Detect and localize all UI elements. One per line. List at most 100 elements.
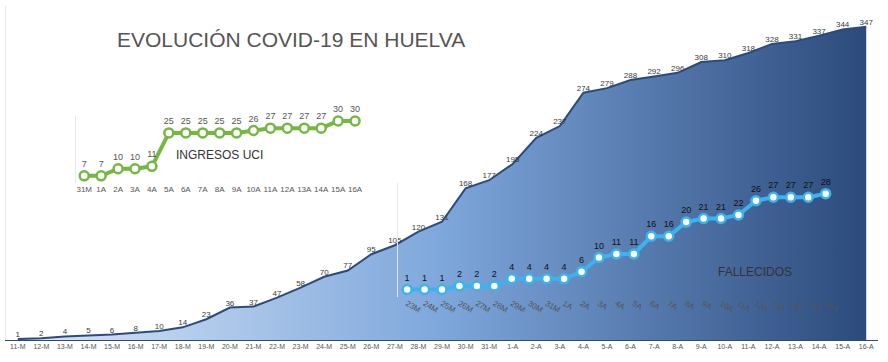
svg-text:30-M: 30-M (458, 343, 474, 350)
svg-text:25: 25 (164, 116, 174, 126)
svg-text:1-A: 1-A (507, 343, 518, 350)
svg-text:344: 344 (836, 20, 850, 29)
svg-text:29-M: 29-M (434, 343, 450, 350)
svg-text:77: 77 (343, 261, 352, 270)
svg-text:23-M: 23-M (293, 343, 309, 350)
svg-text:16A: 16A (348, 185, 363, 194)
svg-text:2-A: 2-A (531, 343, 542, 350)
svg-text:47: 47 (273, 289, 282, 298)
svg-text:27: 27 (786, 180, 796, 190)
svg-text:3A: 3A (596, 299, 610, 312)
svg-text:20-M: 20-M (222, 343, 238, 350)
svg-text:4: 4 (562, 262, 567, 272)
svg-text:8A: 8A (683, 299, 697, 312)
svg-text:28: 28 (821, 177, 831, 187)
svg-text:10A: 10A (246, 185, 261, 194)
svg-text:25M: 25M (439, 299, 457, 315)
svg-text:274: 274 (577, 84, 591, 93)
svg-text:11: 11 (612, 237, 621, 247)
svg-text:31M: 31M (544, 299, 562, 315)
svg-text:10: 10 (130, 152, 140, 162)
svg-text:15A: 15A (331, 185, 346, 194)
svg-text:27: 27 (299, 111, 309, 121)
svg-text:21-M: 21-M (245, 343, 261, 350)
svg-text:5A: 5A (631, 299, 645, 312)
svg-text:2: 2 (492, 269, 497, 279)
svg-text:12A: 12A (280, 185, 295, 194)
svg-text:21: 21 (716, 202, 726, 212)
svg-text:16-A: 16-A (859, 343, 874, 350)
svg-text:105: 105 (388, 236, 402, 245)
svg-text:22: 22 (733, 198, 743, 208)
svg-text:347: 347 (860, 18, 874, 27)
svg-text:288: 288 (624, 71, 638, 80)
svg-text:177: 177 (482, 171, 496, 180)
svg-text:1: 1 (439, 273, 444, 283)
svg-text:30M: 30M (526, 299, 544, 315)
svg-text:10A: 10A (718, 299, 735, 314)
svg-text:14-A: 14-A (812, 343, 827, 350)
svg-text:30: 30 (333, 104, 343, 114)
svg-text:24-M: 24-M (316, 343, 332, 350)
svg-text:5A: 5A (164, 185, 174, 194)
svg-text:26M: 26M (456, 299, 474, 315)
svg-text:2: 2 (457, 269, 462, 279)
svg-text:1A: 1A (561, 299, 575, 312)
svg-text:12A: 12A (753, 299, 770, 314)
svg-text:11: 11 (147, 149, 156, 159)
svg-text:30: 30 (350, 104, 360, 114)
svg-text:1: 1 (422, 273, 427, 283)
svg-text:27: 27 (316, 111, 326, 121)
svg-text:2: 2 (474, 269, 479, 279)
svg-text:10: 10 (594, 241, 604, 251)
svg-text:8-A: 8-A (672, 343, 683, 350)
svg-text:13A: 13A (297, 185, 312, 194)
svg-text:1: 1 (16, 330, 21, 339)
svg-text:3-A: 3-A (554, 343, 565, 350)
svg-text:25: 25 (181, 116, 191, 126)
svg-text:26-M: 26-M (363, 343, 379, 350)
svg-text:1: 1 (405, 273, 410, 283)
svg-text:8: 8 (133, 324, 138, 333)
svg-text:6-A: 6-A (625, 343, 636, 350)
svg-text:16-M: 16-M (128, 343, 144, 350)
svg-text:23: 23 (202, 310, 211, 319)
svg-text:6: 6 (579, 255, 584, 265)
svg-text:292: 292 (647, 67, 661, 76)
svg-text:EVOLUCIÓN COVID-19 EN HUELVA: EVOLUCIÓN COVID-19 EN HUELVA (117, 28, 465, 51)
svg-text:9A: 9A (232, 185, 242, 194)
svg-text:37: 37 (249, 298, 258, 307)
svg-text:INGRESOS UCI: INGRESOS UCI (176, 148, 263, 162)
svg-text:328: 328 (765, 35, 779, 44)
svg-text:28M: 28M (491, 299, 509, 315)
svg-text:2A: 2A (579, 299, 593, 312)
svg-text:13-A: 13-A (788, 343, 803, 350)
svg-text:11: 11 (629, 237, 638, 247)
svg-text:17-M: 17-M (151, 343, 167, 350)
svg-text:FALLECIDOS: FALLECIDOS (718, 265, 792, 279)
svg-text:1A: 1A (96, 185, 106, 194)
svg-text:195: 195 (506, 155, 520, 164)
svg-text:19-M: 19-M (198, 343, 214, 350)
svg-text:27: 27 (768, 180, 778, 190)
svg-text:4: 4 (544, 262, 549, 272)
svg-text:16A: 16A (823, 299, 840, 314)
svg-text:36: 36 (225, 299, 234, 308)
svg-text:18-M: 18-M (175, 343, 191, 350)
svg-text:95: 95 (367, 245, 376, 254)
svg-text:318: 318 (742, 44, 756, 53)
svg-text:12-A: 12-A (765, 343, 780, 350)
svg-text:9-A: 9-A (696, 343, 707, 350)
svg-text:120: 120 (412, 223, 426, 232)
svg-text:308: 308 (695, 53, 709, 62)
svg-text:15-A: 15-A (835, 343, 850, 350)
svg-text:25: 25 (198, 116, 208, 126)
svg-text:16: 16 (664, 219, 674, 229)
svg-text:5: 5 (86, 326, 91, 335)
svg-text:2A: 2A (113, 185, 123, 194)
svg-text:3A: 3A (130, 185, 140, 194)
svg-text:4A: 4A (147, 185, 157, 194)
svg-text:11A: 11A (735, 299, 752, 314)
svg-text:4-A: 4-A (578, 343, 589, 350)
svg-text:6: 6 (110, 326, 115, 335)
